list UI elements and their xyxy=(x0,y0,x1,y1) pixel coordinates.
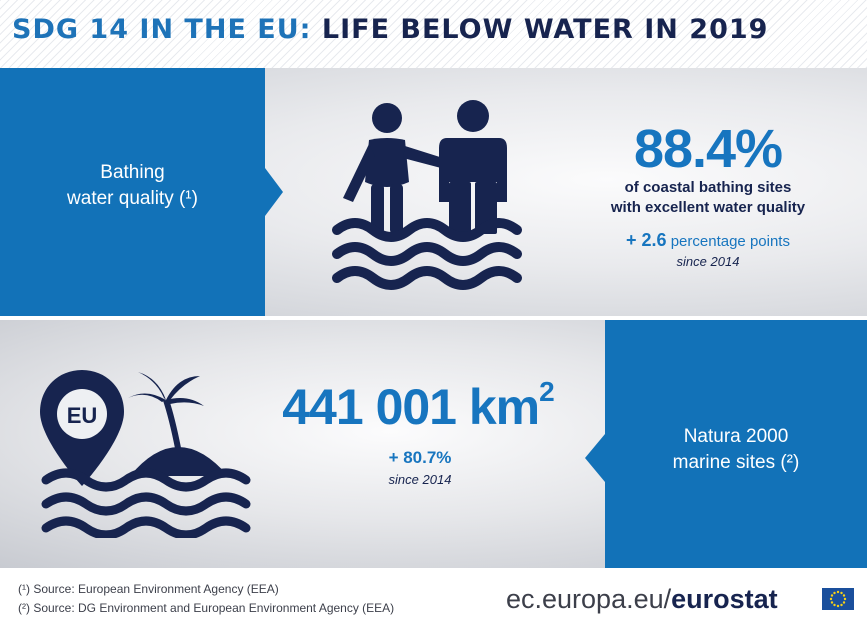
natura-since: since 2014 xyxy=(388,472,452,487)
eurostat-link[interactable]: ec.europa.eu/eurostat xyxy=(506,584,778,614)
bathing-value: 88.4% xyxy=(633,119,783,179)
island-location-pin-icon: EU xyxy=(40,370,251,538)
bathing-change: + 2.6 percentage points xyxy=(626,230,790,250)
natura-label: Natura 2000 marine sites (²) xyxy=(672,426,800,473)
natura-section: EU 441 001 km2 + 80.7% since 2014 Natura… xyxy=(0,320,867,568)
bathing-since: since 2014 xyxy=(676,254,740,269)
bathing-description: of coastal bathing sites with excellent … xyxy=(610,179,806,216)
natura-value: 441 001 km2 xyxy=(282,376,554,435)
footnotes: (¹) Source: European Environment Agency … xyxy=(18,580,394,618)
eu-badge-text: EU xyxy=(67,403,98,428)
title-bar: SDG 14 IN THE EU: LIFE BELOW WATER IN 20… xyxy=(0,0,867,68)
page-title: SDG 14 IN THE EU: LIFE BELOW WATER IN 20… xyxy=(12,14,769,45)
bathing-water-section: Bathing water quality (¹) 88.4% of coast… xyxy=(0,68,867,316)
swimmers-icon xyxy=(332,100,522,290)
natura-label-panel: Natura 2000 marine sites (²) xyxy=(585,320,867,568)
bathing-label: Bathing water quality (¹) xyxy=(67,162,198,209)
footnote-1: (¹) Source: European Environment Agency … xyxy=(18,582,279,596)
footnote-2: (²) Source: DG Environment and European … xyxy=(18,601,395,615)
bathing-label-panel: Bathing water quality (¹) xyxy=(0,68,283,316)
natura-change: + 80.7% xyxy=(388,448,452,467)
eu-flag-icon xyxy=(822,588,854,610)
